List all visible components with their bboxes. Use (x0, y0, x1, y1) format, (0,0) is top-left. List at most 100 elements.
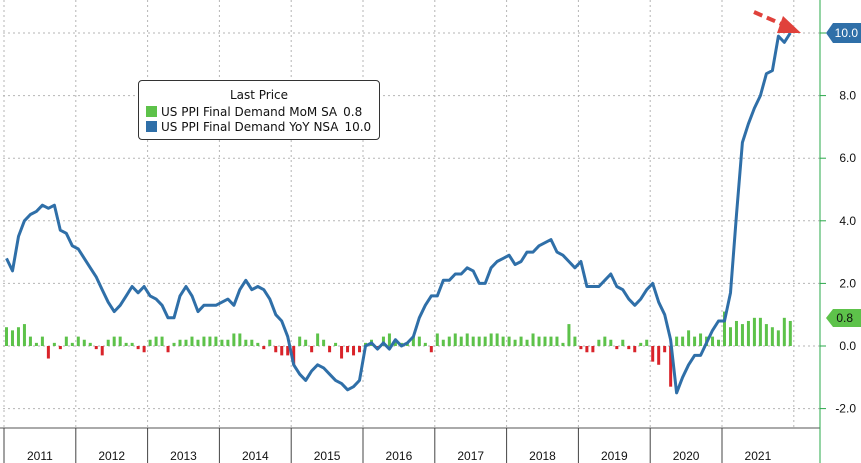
mom-bar (758, 317, 762, 346)
mom-bar (519, 336, 523, 346)
y-tick-label: 0.0 (839, 339, 856, 353)
mom-bar (88, 342, 92, 346)
mom-bar (627, 346, 631, 350)
x-tick-label: 2011 (27, 449, 53, 463)
mom-bar (782, 317, 786, 346)
mom-bar (693, 336, 697, 346)
mom-bar (776, 330, 780, 346)
mom-bar (435, 333, 439, 346)
mom-bar (292, 346, 296, 365)
mom-bar (172, 342, 176, 346)
mom-bar (411, 336, 415, 346)
mom-bar (501, 336, 505, 346)
mom-bar (184, 339, 188, 346)
mom-bar (537, 336, 541, 346)
mom-bar (567, 324, 571, 346)
mom-bar (160, 336, 164, 346)
mom-bar (669, 346, 673, 387)
mom-bar (304, 339, 308, 346)
legend-swatch-mom (146, 106, 157, 117)
mom-bar (262, 346, 266, 350)
legend: Last Price US PPI Final Demand MoM SA 0.… (138, 80, 380, 140)
mom-bar (280, 346, 284, 356)
mom-bar (507, 336, 511, 346)
mom-bar (471, 336, 475, 346)
mom-bar (585, 346, 589, 353)
mom-bar (746, 320, 750, 346)
mom-bar (250, 339, 254, 346)
x-tick-label: 2019 (601, 449, 628, 463)
mom-bar (46, 346, 50, 359)
x-tick-label: 2013 (170, 449, 197, 463)
mom-bar (477, 336, 481, 346)
mom-bar (657, 346, 661, 365)
mom-bar (244, 339, 248, 346)
yoy-last-value: 10.0 (835, 26, 859, 40)
y-tick-label: 2.0 (839, 276, 856, 290)
mom-bar (286, 346, 290, 356)
mom-bar (525, 339, 529, 346)
mom-bar (752, 317, 756, 346)
mom-bar (346, 346, 350, 353)
x-tick-label: 2014 (242, 449, 269, 463)
mom-bar (417, 336, 421, 346)
legend-value-mom: 0.8 (343, 104, 363, 119)
mom-bar (651, 346, 655, 362)
mom-bar (352, 346, 356, 356)
mom-bar (687, 330, 691, 346)
mom-bar (531, 333, 535, 346)
mom-bar (555, 336, 559, 346)
x-tick-label: 2012 (98, 449, 125, 463)
mom-bar (465, 333, 469, 346)
mom-bar (453, 333, 457, 346)
mom-bar (513, 339, 517, 346)
yoy-series-line (5, 32, 792, 395)
mom-bar (334, 342, 338, 346)
mom-bar (639, 342, 643, 346)
mom-bar (603, 336, 607, 346)
mom-bar (274, 346, 278, 353)
x-tick-label: 2021 (745, 449, 772, 463)
mom-bar (495, 333, 499, 346)
y-tick-label: 4.0 (839, 214, 856, 228)
mom-bar (381, 336, 385, 346)
mom-bar (106, 339, 110, 346)
mom-bar (328, 346, 332, 353)
legend-label-mom: US PPI Final Demand MoM SA (161, 104, 338, 119)
mom-bar (615, 346, 619, 350)
mom-bar (711, 336, 715, 346)
mom-bar (597, 339, 601, 346)
y-tick-label: 8.0 (839, 89, 856, 103)
mom-bar (764, 324, 768, 346)
grid (3, 0, 820, 428)
mom-bar (316, 333, 320, 346)
mom-bar (148, 339, 152, 346)
mom-bar (232, 333, 236, 346)
mom-bar (723, 311, 726, 346)
mom-bar (447, 336, 451, 346)
mom-bar (549, 336, 553, 346)
yoy-line (5, 32, 792, 395)
y-tick-label: 6.0 (839, 151, 856, 165)
mom-bar (788, 320, 792, 346)
mom-bar (483, 336, 487, 346)
mom-bar (142, 346, 146, 353)
mom-bar (118, 336, 122, 346)
mom-bar (770, 327, 774, 346)
mom-bar (681, 336, 685, 346)
mom-bar (734, 320, 738, 346)
mom-bar (58, 346, 62, 350)
legend-item-yoy: US PPI Final Demand YoY NSA 10.0 (139, 119, 379, 134)
mom-bar (621, 339, 625, 346)
mom-bar (5, 327, 8, 346)
mom-bar (310, 346, 314, 353)
mom-bar (94, 346, 98, 350)
mom-bar (429, 346, 433, 353)
mom-bar (459, 336, 463, 346)
mom-bar (298, 336, 302, 346)
mom-bar (124, 342, 128, 346)
mom-last-value: 0.8 (836, 311, 853, 325)
mom-bar (136, 346, 140, 350)
mom-bar (154, 336, 158, 346)
